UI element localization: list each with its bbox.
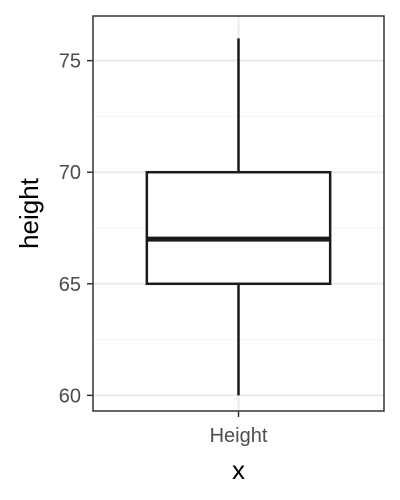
y-tick-label: 60 <box>59 385 81 407</box>
y-axis-ticks: 60 65 70 75 <box>59 51 93 407</box>
x-tick-label: Height <box>210 425 268 447</box>
y-axis-title: height <box>14 177 44 249</box>
x-axis-ticks: Height <box>210 411 268 447</box>
iqr-box <box>145 170 332 286</box>
y-tick-label: 65 <box>59 274 81 296</box>
y-tick-label: 75 <box>59 51 81 73</box>
x-axis-title: x <box>232 455 245 485</box>
box-marks <box>145 38 332 396</box>
y-tick-label: 70 <box>59 162 81 184</box>
